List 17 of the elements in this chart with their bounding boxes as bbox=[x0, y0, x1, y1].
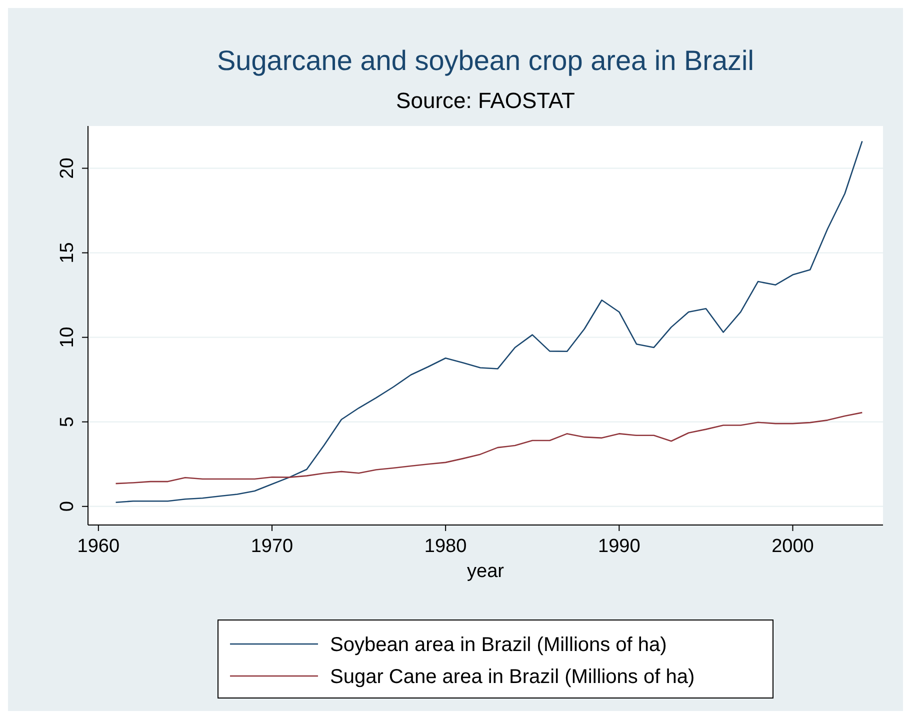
chart-title: Sugarcane and soybean crop area in Brazil bbox=[216, 45, 754, 76]
line-series bbox=[115, 412, 863, 484]
x-tick-label: 2000 bbox=[772, 536, 814, 557]
chart-subtitle: Source: FAOSTAT bbox=[396, 88, 575, 113]
y-tick-label: 20 bbox=[57, 158, 78, 179]
y-tick-label: 0 bbox=[57, 501, 78, 512]
x-tick-label: 1990 bbox=[598, 536, 640, 557]
x-tick-label: 1970 bbox=[250, 536, 294, 557]
legend-label: Soybean area in Brazil (Millions of ha) bbox=[330, 634, 667, 656]
x-axis-title: year bbox=[467, 561, 505, 582]
y-tick-label: 10 bbox=[57, 326, 78, 348]
legend-label: Sugar Cane area in Brazil (Millions of ha) bbox=[330, 666, 695, 688]
y-tick-label: 15 bbox=[57, 242, 78, 264]
x-tick-label: 1960 bbox=[77, 536, 120, 557]
y-tick-label: 5 bbox=[57, 416, 78, 428]
x-tick-label: 1980 bbox=[424, 536, 467, 557]
line-series bbox=[115, 140, 863, 503]
